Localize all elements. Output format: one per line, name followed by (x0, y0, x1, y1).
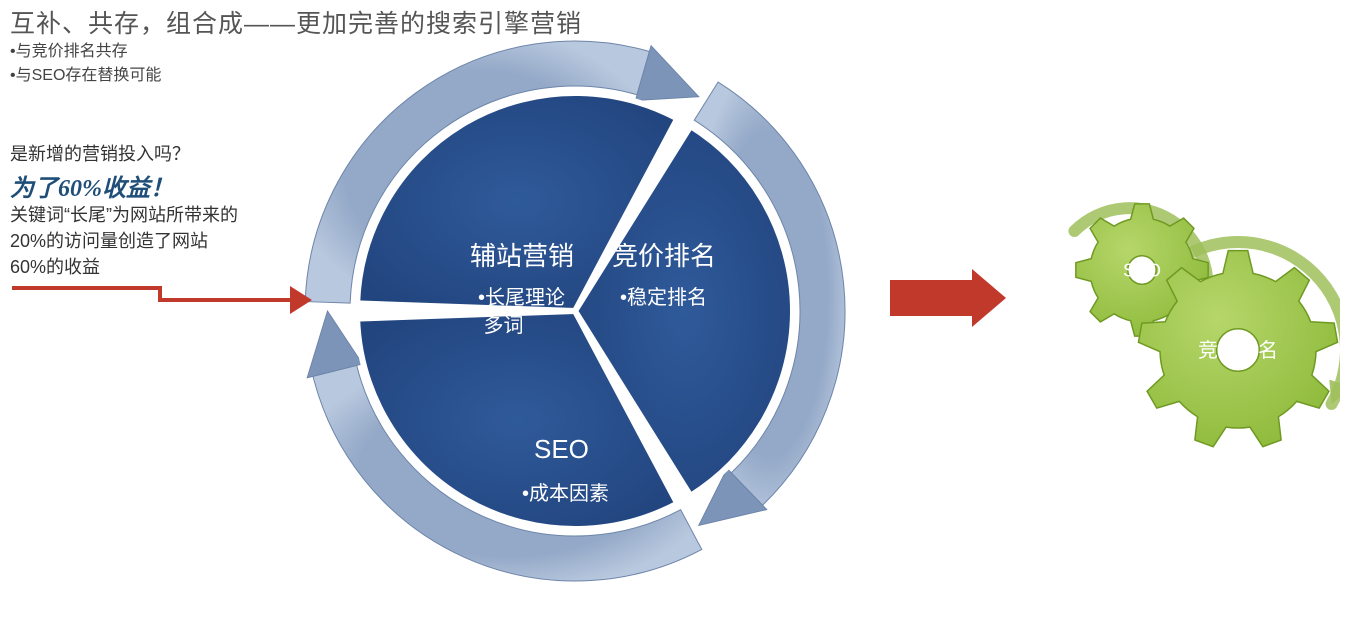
gear-label: SEO (1123, 260, 1161, 280)
gears-diagram: SEO 竞价排名 (1050, 170, 1340, 460)
gear-label: 竞价排名 (1198, 339, 1278, 362)
watermark: 马上收录导航 (1212, 586, 1350, 618)
